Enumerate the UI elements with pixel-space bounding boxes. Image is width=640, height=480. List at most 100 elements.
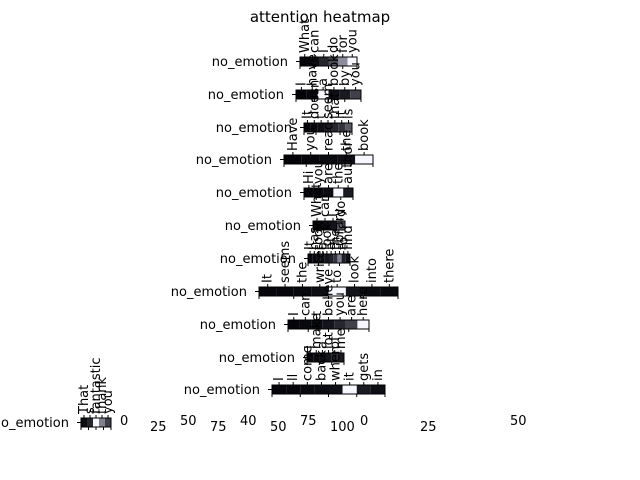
word-label: gets: [357, 353, 372, 381]
word-label: library: [333, 208, 348, 250]
x-tick-label: 100: [330, 420, 355, 435]
heatmap-cell: [317, 90, 329, 99]
word-label: What: [310, 183, 325, 217]
heatmap-cell: [345, 287, 364, 296]
heatmap-cell: [345, 254, 350, 263]
heatmap-cell: [341, 254, 346, 263]
word-label: that: [328, 93, 343, 119]
word-label: to: [330, 270, 345, 283]
word-label: are: [345, 295, 360, 316]
word-label: back: [314, 350, 329, 381]
word-label: I: [272, 377, 287, 381]
heatmap-cell: [334, 320, 346, 329]
heatmap-cell: [313, 353, 320, 362]
word-label: you: [345, 29, 360, 53]
heatmap-rows: no_emotionWhatcanIdoforyouno_emotionIhav…: [0, 19, 527, 435]
word-label: look: [348, 255, 363, 283]
x-tick-label: 75: [300, 414, 317, 429]
word-label: I: [326, 213, 341, 217]
word-label: I: [287, 312, 302, 316]
row-label-2: no_emotion: [216, 121, 292, 136]
heatmap-cell: [363, 287, 381, 296]
word-label: have: [305, 54, 320, 86]
heatmap-cell: [304, 123, 311, 132]
heatmap-cell: [299, 320, 312, 329]
heatmap-cell: [328, 57, 338, 66]
word-label: of: [328, 336, 343, 349]
heatmap-cell: [345, 123, 352, 132]
heatmap-cell: [259, 287, 277, 296]
word-label: you: [349, 62, 364, 86]
heatmap-cell: [87, 418, 93, 427]
heatmap-cell: [312, 254, 317, 263]
word-label: look: [320, 222, 335, 250]
heatmap-cell: [93, 418, 99, 427]
word-label: when: [329, 346, 344, 381]
heatmap-cell: [331, 123, 339, 132]
heatmap-cell: [343, 188, 353, 197]
heatmap-cell: [347, 57, 357, 66]
heatmap-cell: [333, 254, 338, 263]
heatmap-cell: [324, 254, 329, 263]
word-label: it: [335, 110, 350, 119]
heatmap-cell: [350, 90, 361, 99]
word-label: do: [334, 201, 349, 217]
heatmap-cell: [308, 254, 313, 263]
word-label: I: [294, 82, 309, 86]
row-label-10: no_emotion: [184, 383, 260, 398]
word-label: seems: [278, 241, 293, 283]
row-frame-9: [306, 352, 345, 363]
word-label: can: [318, 194, 333, 217]
heatmap-cell: [337, 155, 356, 164]
heatmap-cell: [99, 418, 105, 427]
heatmap-cell: [331, 353, 338, 362]
word-label: is: [342, 108, 357, 119]
heatmap-cell: [293, 287, 312, 296]
word-label: read: [322, 122, 337, 151]
row-label-1: no_emotion: [208, 88, 284, 103]
word-label: at: [324, 237, 339, 250]
word-label: t: [314, 114, 329, 119]
word-label: you: [312, 160, 327, 184]
x-tick-label: 75: [210, 420, 227, 435]
word-label: are: [322, 163, 337, 184]
heatmap-cell: [325, 353, 332, 362]
word-label: s: [83, 407, 98, 414]
heatmap-cell: [317, 123, 325, 132]
word-label: the: [339, 130, 354, 151]
row-label-5: no_emotion: [225, 219, 301, 234]
word-label: come: [300, 345, 315, 381]
heatmap-cell: [311, 320, 323, 329]
word-label: by: [338, 70, 353, 86]
heatmap-cell: [310, 123, 318, 132]
heatmap-row-10: no_emotion I ll come back when it gets in: [184, 345, 386, 398]
heatmap-cell: [328, 385, 343, 394]
word-label: can: [307, 30, 322, 53]
heatmap-cell: [357, 320, 369, 329]
word-label: writer: [313, 244, 328, 283]
x-tick-label: 50: [270, 420, 287, 435]
heatmap-cell: [337, 221, 345, 230]
heatmap-cell: [319, 353, 326, 362]
heatmap-cell: [319, 155, 338, 164]
word-label: t: [310, 311, 325, 316]
word-label: there: [382, 249, 397, 283]
word-label: author: [341, 141, 356, 184]
word-label: took: [312, 221, 327, 250]
row-label-8: no_emotion: [200, 318, 276, 333]
word-label: the: [328, 229, 343, 250]
heatmap-cell: [313, 188, 324, 197]
row-label-11: no_emotion: [0, 416, 69, 431]
heatmap-cell: [370, 385, 386, 394]
heatmap-cell: [345, 320, 358, 329]
word-label: can: [298, 293, 313, 316]
word-label: it: [343, 372, 358, 381]
heatmap-cell: [338, 57, 348, 66]
x-tick-label: 25: [150, 420, 167, 435]
row-label-9: no_emotion: [219, 351, 295, 366]
